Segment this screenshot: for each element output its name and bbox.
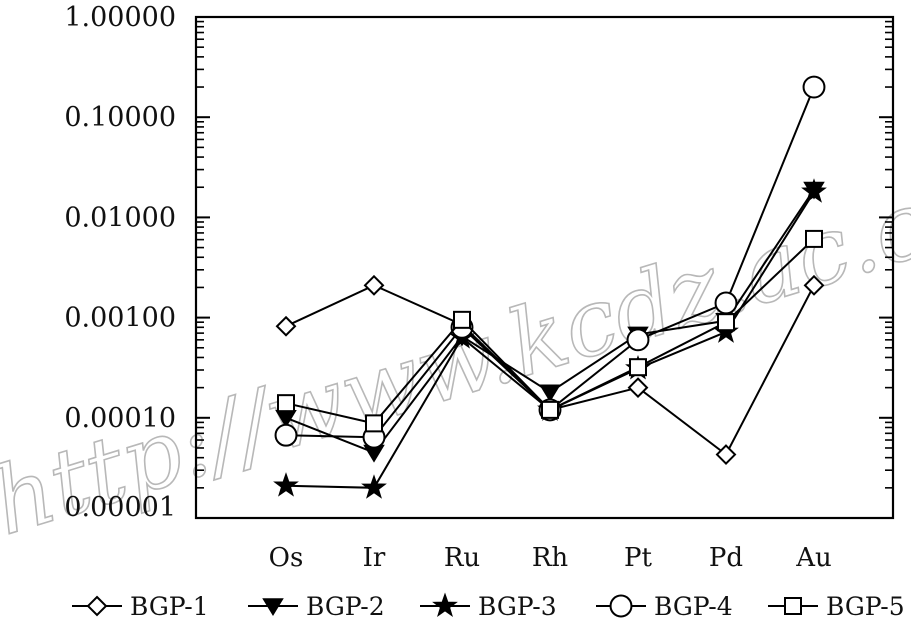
data-point xyxy=(274,423,298,447)
legend-label: BGP-4 xyxy=(654,592,733,621)
legend-item: BGP-2 xyxy=(248,592,385,621)
legend-item: BGP-3 xyxy=(420,592,557,621)
data-point xyxy=(627,377,649,399)
data-point xyxy=(273,472,299,497)
data-point xyxy=(803,274,825,296)
x-tick-label: Ru xyxy=(444,543,480,573)
data-point xyxy=(802,75,826,99)
data-point xyxy=(275,315,297,337)
legend-marker xyxy=(86,595,108,617)
x-tick-label: Au xyxy=(795,543,832,573)
data-point xyxy=(541,400,559,419)
data-point xyxy=(805,229,823,248)
legend-marker xyxy=(784,597,802,615)
x-tick-label: Os xyxy=(269,543,304,573)
data-point xyxy=(629,358,647,377)
legend-marker xyxy=(609,594,633,618)
data-point xyxy=(717,313,735,332)
y-tick-label: 0.01000 xyxy=(64,202,176,233)
legend-label: BGP-3 xyxy=(478,592,557,621)
legend: BGP-1 BGP-2 BGP-3 BGP-4 BGP-5 xyxy=(72,592,905,621)
data-point xyxy=(453,310,471,329)
legend-label: BGP-1 xyxy=(130,592,209,621)
axes: 1.00000 0.10000 0.01000 0.00100 0.00010 0.000… xyxy=(64,2,895,573)
x-tick-label: Rh xyxy=(532,543,569,573)
legend-item: BGP-4 xyxy=(596,592,733,621)
data-point xyxy=(539,384,561,403)
y-tick-label: 0.00001 xyxy=(64,492,176,523)
legend-marker xyxy=(262,598,284,617)
legend-marker xyxy=(432,592,458,617)
data-point xyxy=(363,274,385,296)
series-layer xyxy=(273,75,827,499)
y-tick-label: 1.00000 xyxy=(64,2,176,33)
data-point xyxy=(626,328,650,352)
y-tick-label: 0.00100 xyxy=(64,303,176,334)
x-tick-label: Ir xyxy=(363,543,386,573)
data-point xyxy=(277,394,295,413)
y-tick-label: 0.10000 xyxy=(64,102,176,133)
plot-frame xyxy=(194,15,895,520)
legend-item: BGP-5 xyxy=(768,592,905,621)
legend-item: BGP-1 xyxy=(72,592,209,621)
x-tick-label: Pt xyxy=(624,543,652,573)
data-point xyxy=(714,291,738,315)
x-tick-label: Pd xyxy=(709,543,743,573)
data-point xyxy=(801,178,827,203)
series-bgp-5 xyxy=(277,229,823,433)
legend-label: BGP-5 xyxy=(826,592,905,621)
data-point xyxy=(365,414,383,433)
y-tick-label: 0.00010 xyxy=(64,403,176,434)
data-point xyxy=(361,474,387,499)
legend-label: BGP-2 xyxy=(306,592,385,621)
data-point xyxy=(715,444,737,465)
